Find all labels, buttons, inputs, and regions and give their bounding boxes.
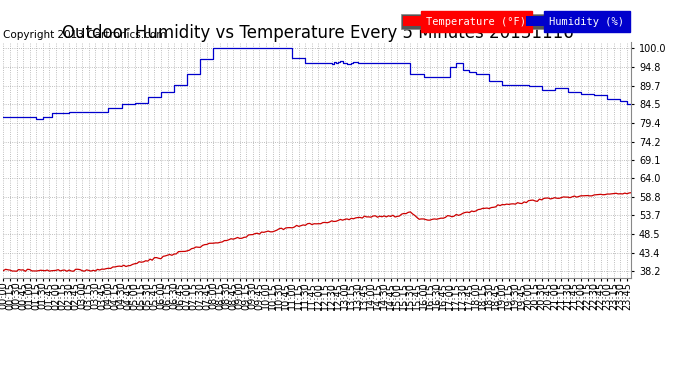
Legend: Temperature (°F), Humidity (%): Temperature (°F), Humidity (%) <box>401 14 626 28</box>
Text: Copyright 2013 Cartronics.com: Copyright 2013 Cartronics.com <box>3 30 167 40</box>
Title: Outdoor Humidity vs Temperature Every 5 Minutes 20131116: Outdoor Humidity vs Temperature Every 5 … <box>61 24 573 42</box>
